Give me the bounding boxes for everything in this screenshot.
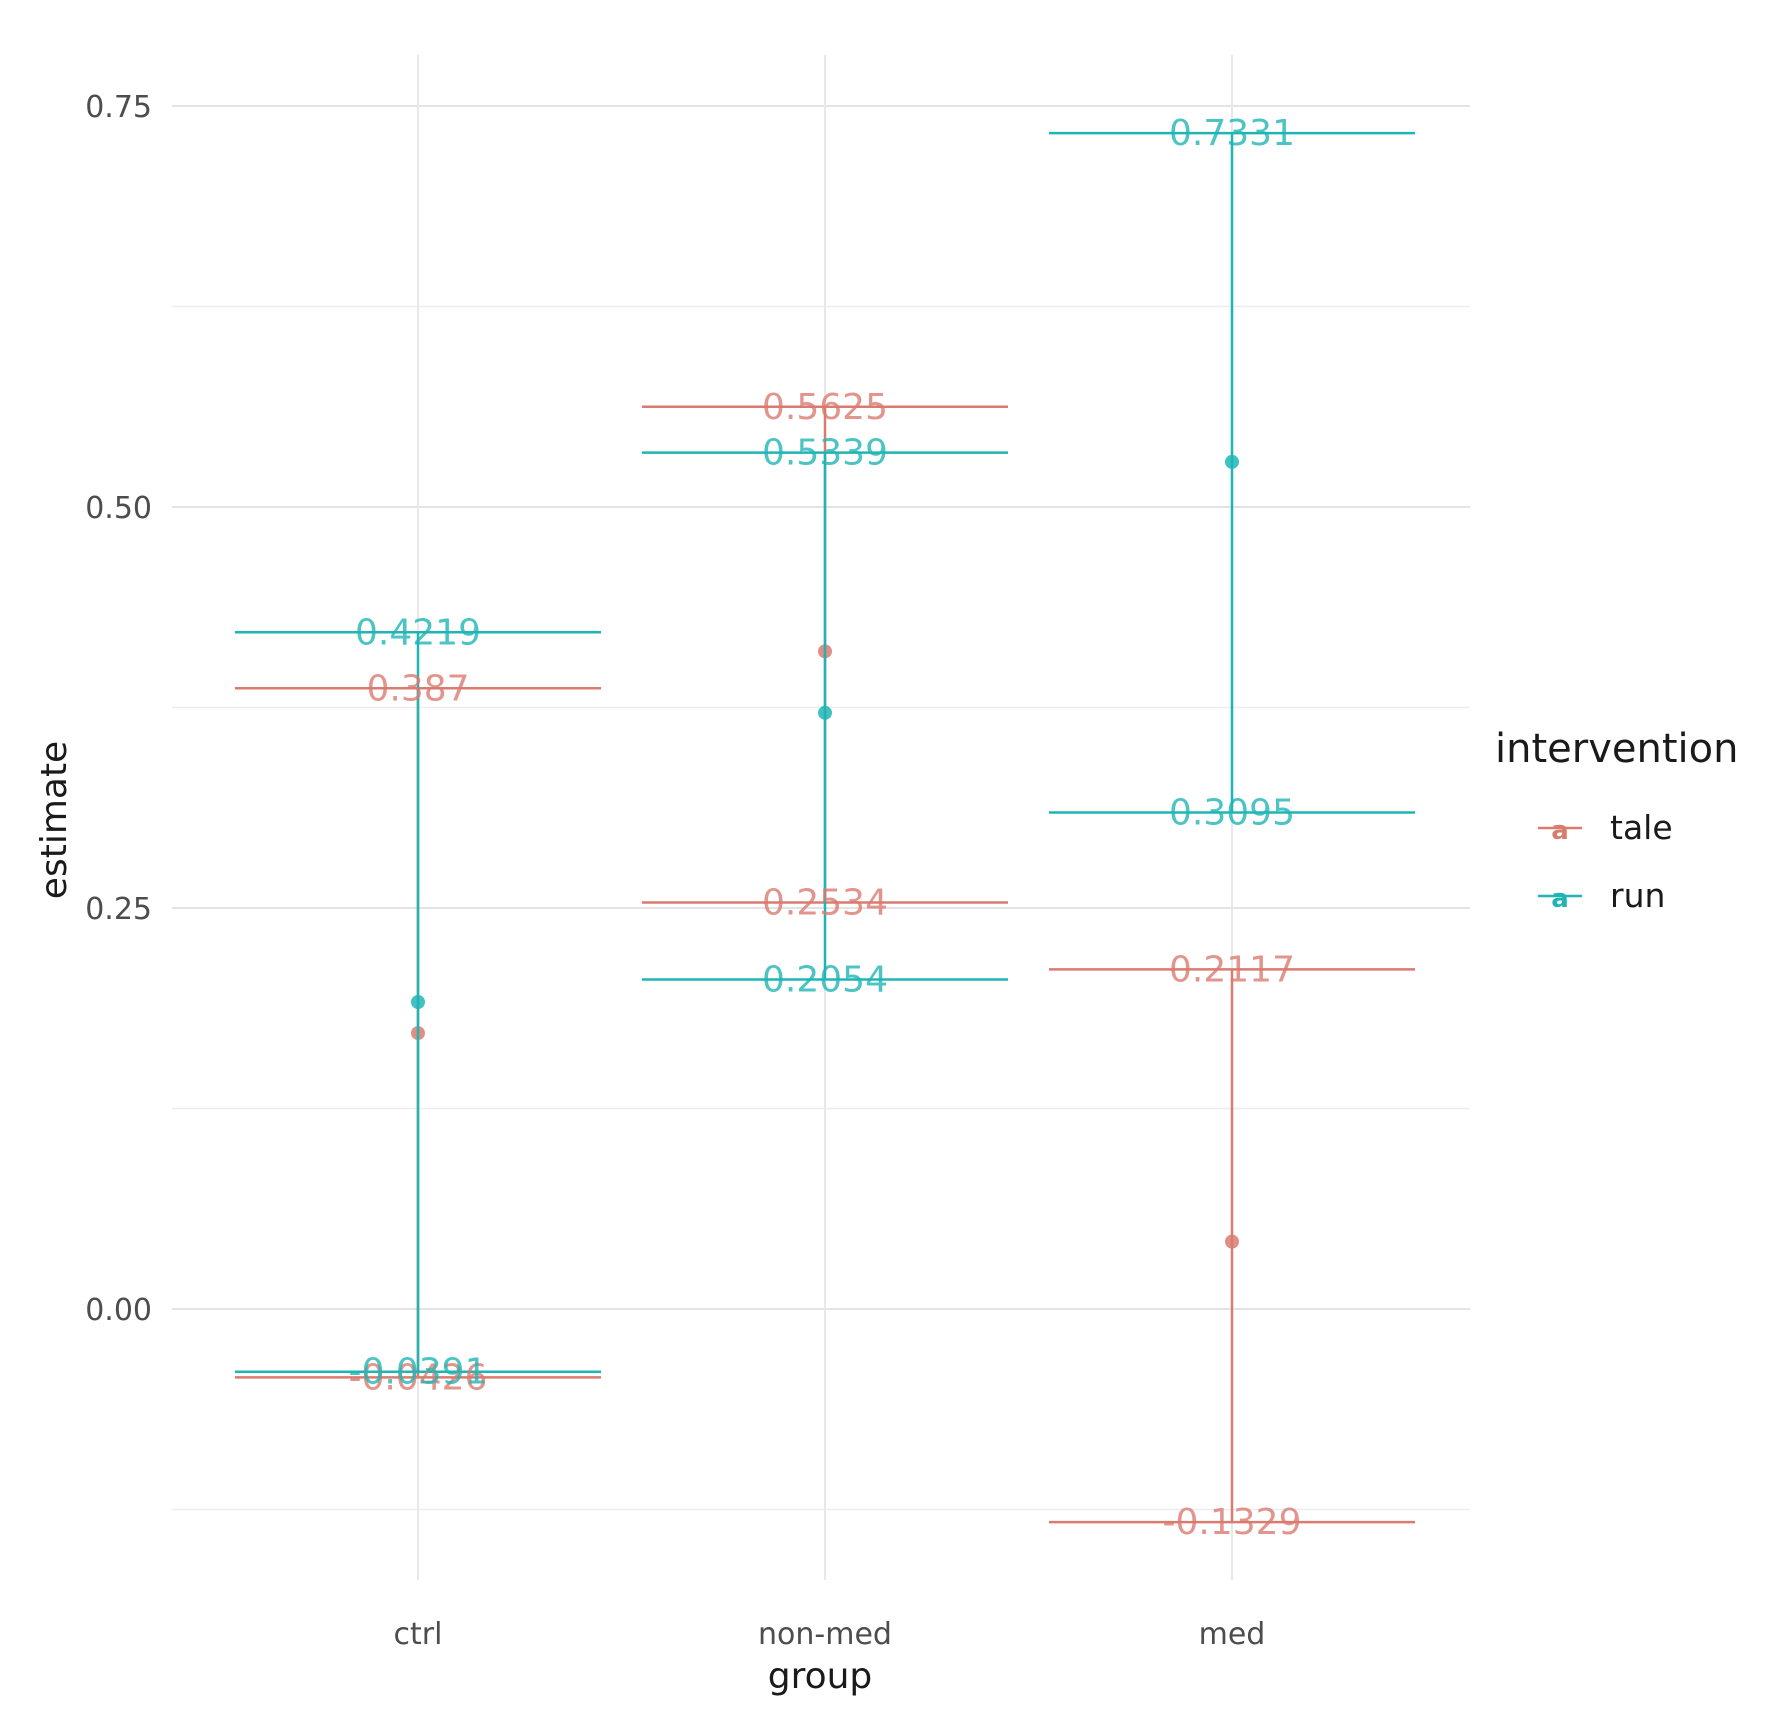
upper-value-label: 0.2117 bbox=[1169, 949, 1295, 990]
legend: intervention a tale a run bbox=[1495, 726, 1738, 915]
estimate-point bbox=[411, 994, 425, 1009]
upper-value-label: 0.387 bbox=[366, 668, 469, 709]
lower-value-label: 0.2054 bbox=[762, 960, 888, 1001]
errorbar-run-med bbox=[1049, 131, 1415, 814]
legend-key-tale: a tale bbox=[1538, 808, 1673, 847]
upper-value-label: 0.7331 bbox=[1169, 113, 1295, 154]
legend-key-run: a run bbox=[1538, 876, 1665, 915]
estimate-point bbox=[818, 705, 832, 720]
x-tick-label: ctrl bbox=[394, 1617, 443, 1652]
y-tick-label: 0.00 bbox=[85, 1293, 152, 1328]
errorbar-run-non-med bbox=[642, 451, 1008, 981]
data-labels: 0.387 -0.0426 0.5625 0.2534 0.2117 -0.1329 0.4… bbox=[349, 113, 1302, 1543]
legend-key-glyph: a bbox=[1551, 884, 1569, 914]
legend-title: intervention bbox=[1495, 726, 1738, 772]
legend-key-glyph: a bbox=[1551, 816, 1569, 846]
estimate-point bbox=[1225, 454, 1239, 469]
lower-value-label: 0.2534 bbox=[762, 883, 888, 924]
estimate-point bbox=[1225, 1234, 1239, 1249]
x-tick-label: non-med bbox=[758, 1617, 892, 1652]
lower-value-label: -0.1329 bbox=[1163, 1502, 1302, 1543]
upper-value-label: 0.4219 bbox=[355, 612, 481, 653]
legend-label: tale bbox=[1610, 808, 1673, 847]
legend-label: run bbox=[1610, 876, 1665, 915]
y-tick-label: 0.25 bbox=[85, 892, 152, 927]
y-tick-label: 0.75 bbox=[85, 90, 152, 125]
y-tick-label: 0.50 bbox=[85, 491, 152, 526]
y-axis-ticks: 0.00 0.25 0.50 0.75 bbox=[85, 90, 152, 1328]
lower-value-label: -0.0426 bbox=[349, 1357, 488, 1398]
error-bars bbox=[235, 131, 1415, 1524]
x-axis-title: group bbox=[768, 1656, 873, 1697]
y-axis-title: estimate bbox=[34, 741, 75, 899]
upper-value-label: 0.5339 bbox=[762, 433, 888, 474]
errorbar-tale-med bbox=[1049, 968, 1415, 1524]
x-axis-ticks: ctrl non-med med bbox=[394, 1617, 1266, 1652]
lower-value-label: 0.3095 bbox=[1169, 793, 1295, 834]
lower-value-label: -0.0391 bbox=[349, 1352, 488, 1393]
errorbar-run-ctrl bbox=[235, 631, 601, 1373]
x-tick-label: med bbox=[1199, 1617, 1266, 1652]
upper-value-label: 0.5625 bbox=[762, 387, 888, 428]
